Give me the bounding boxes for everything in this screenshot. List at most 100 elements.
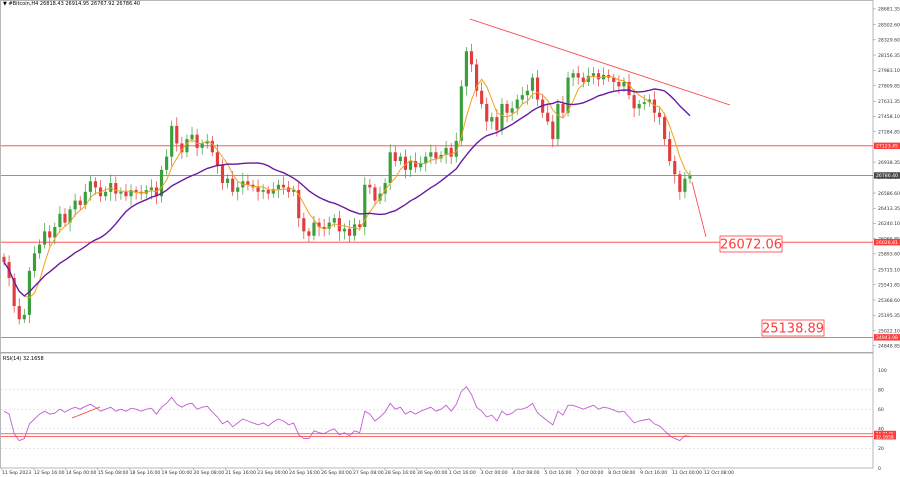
candle-body [414,161,418,168]
candle-body [231,178,235,192]
candle-body [312,222,316,236]
candle-body [673,161,677,175]
price-y-tick-label: 25541.85 [878,283,900,289]
target-label: 25138.89 [762,322,824,337]
price-y-tick-label: 27809.85 [878,83,900,89]
price-y-tick-label: 26586.60 [878,191,900,197]
candle-body [449,147,453,157]
level-price-tag [874,334,900,341]
candle-body [591,73,596,76]
candle-body [434,152,438,159]
candle [88,175,92,201]
candle-body [485,103,489,122]
level-price-tag-label: 26026.81 [876,240,898,246]
candle [612,74,616,91]
x-tick-label: 19 Sep 00:00 [162,470,193,476]
candle-body [363,184,367,227]
collapse-triangle-icon[interactable]: ▼ [3,1,7,7]
x-tick-label: 9 Oct 16:00 [640,470,667,476]
candle [393,146,397,167]
candle-body [327,222,331,229]
candle-body [495,117,499,131]
candle [149,179,153,200]
candle-body [63,213,67,223]
candle [632,89,636,118]
candle-body [500,103,504,131]
candle [368,179,372,195]
candle-body [586,75,590,82]
candle-body [124,191,128,197]
price-y-tick-label: 27284.85 [878,129,900,135]
candle-body [353,224,357,236]
candle [388,144,392,190]
rsi-y-tick-label: 80 [878,387,884,393]
candle [469,43,474,72]
x-tick-label: 18 Sep 16:00 [130,470,161,476]
candle-body [520,95,524,100]
candle [424,152,428,172]
candle-body [475,64,479,91]
candle-body [149,187,153,191]
candle-body [27,270,31,315]
candle-body [281,184,286,188]
candle-body [505,103,509,113]
candle-body [302,218,306,232]
candle [2,253,6,266]
candle [114,176,118,202]
candle [37,239,42,259]
candle-body [459,86,463,141]
x-tick-label: 27 Sep 08:00 [353,470,384,476]
candle-body [424,156,428,163]
candle-body [180,143,184,153]
candle [490,112,494,130]
candle-body [480,90,484,104]
x-tick-label: 28 Sep 16:00 [385,470,416,476]
candle [373,183,377,206]
candle-body [652,99,657,113]
candle [68,205,72,232]
candle [683,171,687,199]
candle [43,222,47,249]
candle [165,149,169,175]
candle-body [220,165,225,184]
candle [53,222,57,245]
candle-body [114,183,118,194]
candle-body [678,174,682,192]
candle-body [342,228,347,232]
candle [119,187,123,200]
candle [22,308,26,323]
candle-body [37,244,42,254]
candle [73,193,77,217]
chart-title: ▼ #Bitcoin,H4 26818.43 26914.95 26767.92… [3,1,140,7]
candle [332,214,336,228]
candle [226,174,230,189]
candle-body [78,200,82,205]
x-tick-label: 11 Oct 00:00 [672,470,702,476]
candle-body [642,102,646,104]
candle [663,112,667,146]
x-tick-label: 20 Sep 08:00 [193,470,224,476]
rsi-level-tag-label: 32.1658 [876,434,894,440]
x-tick-label: 24 Sep 16:00 [289,470,320,476]
candle-body [454,140,458,157]
candle [398,152,402,165]
rsi-y-tick-label: 100 [878,368,887,374]
candle [444,140,448,164]
candle [215,144,219,174]
level-price-tag [874,142,900,150]
x-tick-label: 21 Sep 16:00 [225,470,256,476]
candle-body [378,193,382,201]
candle [210,135,214,157]
price-y-tick-label: 25022.10 [878,328,900,334]
candle [261,184,265,200]
candle [200,139,204,155]
candle [688,170,692,184]
candle-body [292,190,296,192]
candle-body [632,95,636,109]
level-price-tag-label: 24943.98 [876,335,898,341]
candle [678,170,682,200]
candle [78,195,82,211]
rsi-y-tick-label: 20 [878,446,884,452]
candle-body [246,181,250,185]
